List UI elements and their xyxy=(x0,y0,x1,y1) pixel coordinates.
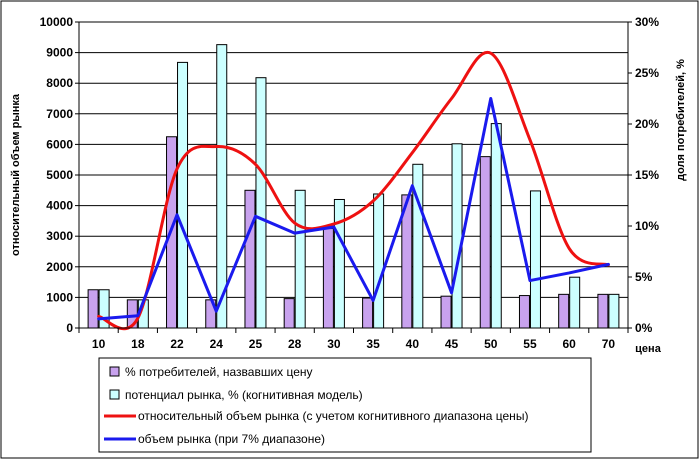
bar xyxy=(244,189,256,329)
bar xyxy=(373,193,385,329)
x-tick-label: 70 xyxy=(602,337,616,351)
line-relative-volume xyxy=(97,50,610,331)
x-tick-label: 22 xyxy=(170,337,184,351)
y-tick-label-left: 3000 xyxy=(46,229,73,243)
y-tick-label-left: 8000 xyxy=(46,76,73,90)
bar xyxy=(518,295,530,329)
bar xyxy=(529,190,541,329)
x-tick-label: 40 xyxy=(406,337,420,351)
legend-label-relative-volume: относительный объем рынка (с учетом когн… xyxy=(138,409,528,423)
legend-swatch-potential xyxy=(109,389,120,400)
y-tick-label-right: 10% xyxy=(635,219,659,233)
y-tick-label-left: 9000 xyxy=(46,46,73,60)
x-tick-label: 24 xyxy=(210,337,224,351)
x-tick-label: 45 xyxy=(445,337,459,351)
bar xyxy=(255,77,267,329)
x-axis-title: цена xyxy=(635,343,662,355)
bar xyxy=(597,293,609,329)
bar xyxy=(479,156,491,329)
legend: % потребителей, назвавших цену потенциал… xyxy=(98,357,592,453)
y-axis-right-title: доля потребителей, % xyxy=(675,59,687,181)
bar xyxy=(608,293,620,329)
y-tick-label-left: 4000 xyxy=(46,199,73,213)
x-tick-label: 55 xyxy=(523,337,537,351)
y-tick-label-right: 20% xyxy=(635,117,659,131)
bar-series-layer xyxy=(87,44,620,329)
bar xyxy=(451,143,463,329)
x-tick-label: 28 xyxy=(288,337,302,351)
y-tick-label-left: 0 xyxy=(66,321,73,335)
legend-swatch-consumers xyxy=(109,366,120,377)
legend-label-potential: потенциал рынка, % (когнитивная модель) xyxy=(125,388,363,402)
y-tick-label-left: 7000 xyxy=(46,107,73,121)
y-tick-label-left: 6000 xyxy=(46,137,73,151)
y-tick-label-right: 30% xyxy=(635,15,659,29)
x-tick-label: 50 xyxy=(484,337,498,351)
axes: 0100020003000400050006000700080009000100… xyxy=(40,15,660,351)
y-tick-label-left: 1000 xyxy=(46,290,73,304)
y-tick-label-right: 5% xyxy=(635,270,653,284)
bar xyxy=(490,123,502,329)
legend-box xyxy=(98,357,592,453)
x-tick-label: 30 xyxy=(327,337,341,351)
x-tick-label: 25 xyxy=(249,337,263,351)
y-tick-label-left: 2000 xyxy=(46,260,73,274)
bar xyxy=(322,228,334,329)
y-tick-label-right: 25% xyxy=(635,66,659,80)
bar xyxy=(177,61,189,329)
x-tick-label: 18 xyxy=(131,337,145,351)
bar xyxy=(569,276,581,329)
x-tick-label: 35 xyxy=(366,337,380,351)
y-tick-label-left: 10000 xyxy=(40,15,74,29)
bar xyxy=(362,297,374,329)
x-tick-label: 60 xyxy=(562,337,576,351)
y-axis-left-title: относительный объем рынка xyxy=(10,93,22,256)
bar xyxy=(440,295,452,329)
bar xyxy=(294,189,306,329)
bar xyxy=(283,298,295,329)
bar xyxy=(87,289,99,329)
line-series-layer xyxy=(97,50,610,331)
y-tick-label-right: 15% xyxy=(635,168,659,182)
legend-label-market-volume: объем рынка (при 7% диапазоне) xyxy=(138,432,325,446)
x-tick-label: 10 xyxy=(92,337,106,351)
y-tick-label-right: 0% xyxy=(635,321,653,335)
bar xyxy=(558,293,570,329)
bar xyxy=(333,198,345,329)
line-market-volume xyxy=(97,97,610,321)
y-tick-label-left: 5000 xyxy=(46,168,73,182)
legend-label-consumers: % потребителей, назвавших цену xyxy=(125,365,313,379)
